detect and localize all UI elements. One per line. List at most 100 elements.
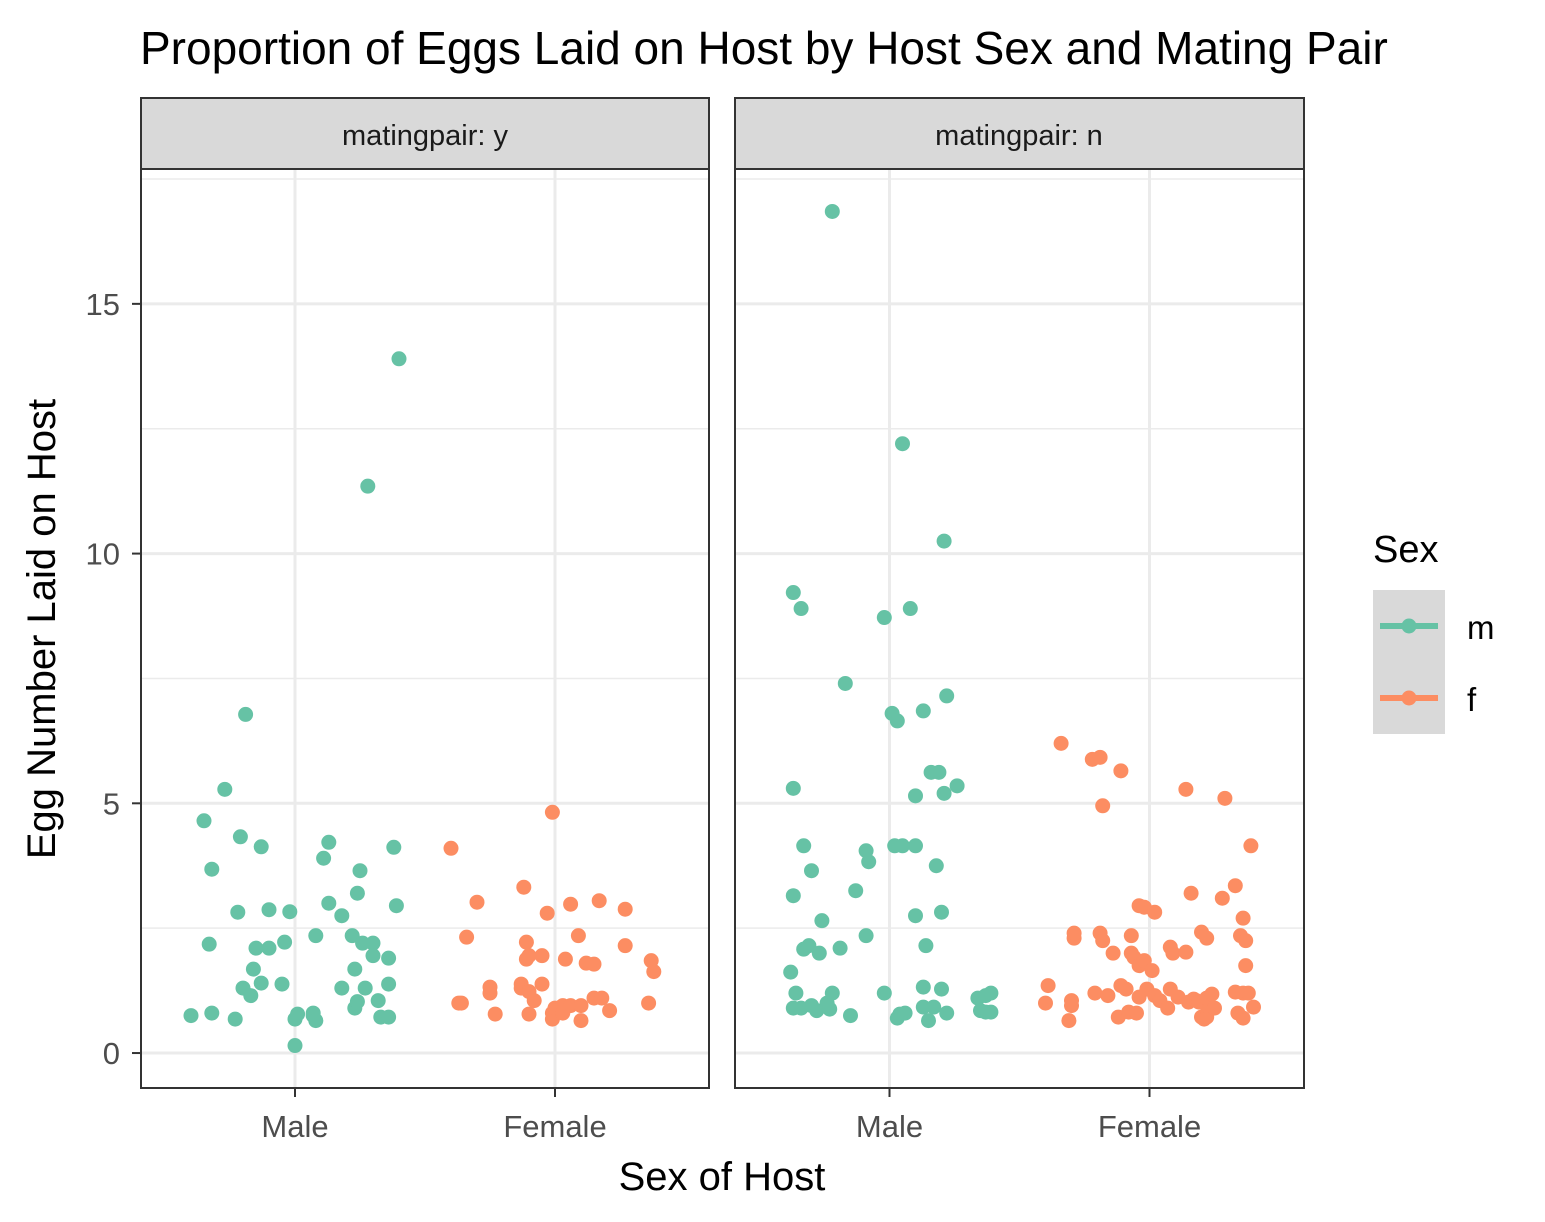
data-point-m — [801, 938, 817, 954]
data-point-m — [321, 834, 337, 850]
data-point-m — [365, 935, 381, 951]
data-point-m — [334, 980, 350, 996]
legend-entries: mf — [1380, 609, 1495, 718]
data-point-f — [1129, 1005, 1144, 1021]
data-point-f — [1214, 890, 1230, 906]
legend-point-f — [1401, 690, 1417, 706]
data-point-f — [602, 1003, 618, 1019]
data-point-f — [516, 879, 532, 895]
data-point-f — [1240, 985, 1256, 1001]
strip-background-mating-y — [140, 97, 710, 170]
data-point-f — [1165, 945, 1181, 961]
data-point-m — [908, 788, 923, 804]
panel-background-mating-y — [141, 169, 709, 1088]
data-point-f — [469, 894, 485, 910]
data-point-m — [785, 780, 801, 796]
x-ticks-mating-n: Male Female — [856, 1088, 1201, 1144]
data-point-f — [617, 901, 633, 917]
data-point-f — [641, 995, 657, 1011]
panel-border-mating-n — [734, 168, 1305, 1089]
chart-title: Proportion of Eggs Laid on Host by Host … — [140, 22, 1388, 74]
data-point-f — [521, 1006, 537, 1022]
y-axis: 0 5 10 15 — [86, 287, 141, 1071]
data-point-m — [360, 478, 376, 494]
data-point-f — [1066, 925, 1082, 941]
data-point-m — [290, 1006, 306, 1022]
data-point-f — [591, 893, 607, 909]
data-point-f — [1092, 749, 1108, 765]
data-point-m — [282, 904, 298, 920]
data-point-f — [1227, 878, 1243, 894]
x-tick-label-male: Male — [856, 1109, 923, 1144]
data-point-f — [1217, 790, 1233, 806]
data-point-m — [936, 533, 952, 549]
data-point-f — [1235, 1010, 1251, 1026]
data-point-m — [915, 703, 931, 719]
data-point-m — [253, 839, 269, 855]
strip-background-mating-n — [734, 97, 1305, 170]
data-point-f — [443, 840, 459, 856]
data-point-m — [928, 858, 944, 874]
data-point-f — [1040, 978, 1056, 994]
data-point-f — [563, 896, 579, 912]
data-point-f — [1100, 988, 1116, 1004]
data-point-f — [1204, 986, 1220, 1002]
data-point-f — [1183, 885, 1199, 901]
data-point-m — [217, 781, 233, 797]
data-point-m — [365, 948, 381, 964]
data-point-m — [357, 980, 373, 996]
data-point-m — [381, 1009, 397, 1025]
data-point-m — [238, 706, 254, 722]
data-point-f — [1243, 838, 1259, 854]
y-tick-label: 10 — [86, 537, 120, 572]
data-point-m — [227, 1011, 243, 1027]
y-tick-label: 0 — [103, 1036, 120, 1071]
points-mating-n — [783, 203, 1261, 1029]
data-point-f — [1053, 735, 1069, 751]
data-point-m — [939, 688, 955, 704]
data-point-m — [848, 883, 864, 899]
data-point-m — [809, 1003, 825, 1019]
data-point-f — [1199, 930, 1215, 946]
data-point-m — [381, 950, 397, 966]
data-point-m — [793, 601, 809, 617]
data-point-m — [804, 863, 819, 879]
data-point-m — [232, 829, 248, 845]
y-axis-title: Egg Number Laid on Host — [20, 399, 64, 859]
x-tick-label-female: Female — [1098, 1109, 1201, 1144]
panel-mating-n: matingpair: n Male Female — [734, 97, 1305, 1144]
data-point-m — [921, 1013, 936, 1029]
data-point-f — [1118, 981, 1134, 997]
data-point-f — [1123, 928, 1139, 944]
data-point-f — [1147, 904, 1163, 920]
panel-mating-y: matingpair: y Male Female — [140, 97, 710, 1144]
data-point-m — [381, 976, 397, 992]
data-point-f — [617, 938, 633, 954]
data-point-m — [811, 945, 827, 961]
data-point-m — [245, 961, 261, 977]
data-point-f — [453, 995, 469, 1011]
data-point-m — [274, 976, 290, 992]
data-point-m — [861, 854, 877, 870]
legend-key-background — [1373, 590, 1445, 734]
data-point-m — [822, 1001, 838, 1017]
data-point-m — [824, 203, 840, 219]
data-point-f — [573, 998, 589, 1014]
data-point-m — [926, 999, 942, 1015]
data-point-f — [570, 928, 586, 944]
data-point-f — [1095, 933, 1111, 949]
data-point-m — [277, 934, 293, 950]
data-point-m — [334, 908, 350, 924]
data-point-m — [915, 999, 931, 1015]
data-point-m — [370, 993, 386, 1009]
data-point-f — [521, 948, 537, 964]
data-point-m — [204, 861, 220, 877]
data-point-f — [534, 976, 550, 992]
data-point-f — [1105, 945, 1121, 961]
data-point-f — [487, 1006, 503, 1022]
data-point-f — [1178, 781, 1194, 797]
data-point-m — [936, 785, 952, 801]
data-point-m — [388, 898, 404, 914]
gridlines-mating-y — [141, 169, 709, 1088]
